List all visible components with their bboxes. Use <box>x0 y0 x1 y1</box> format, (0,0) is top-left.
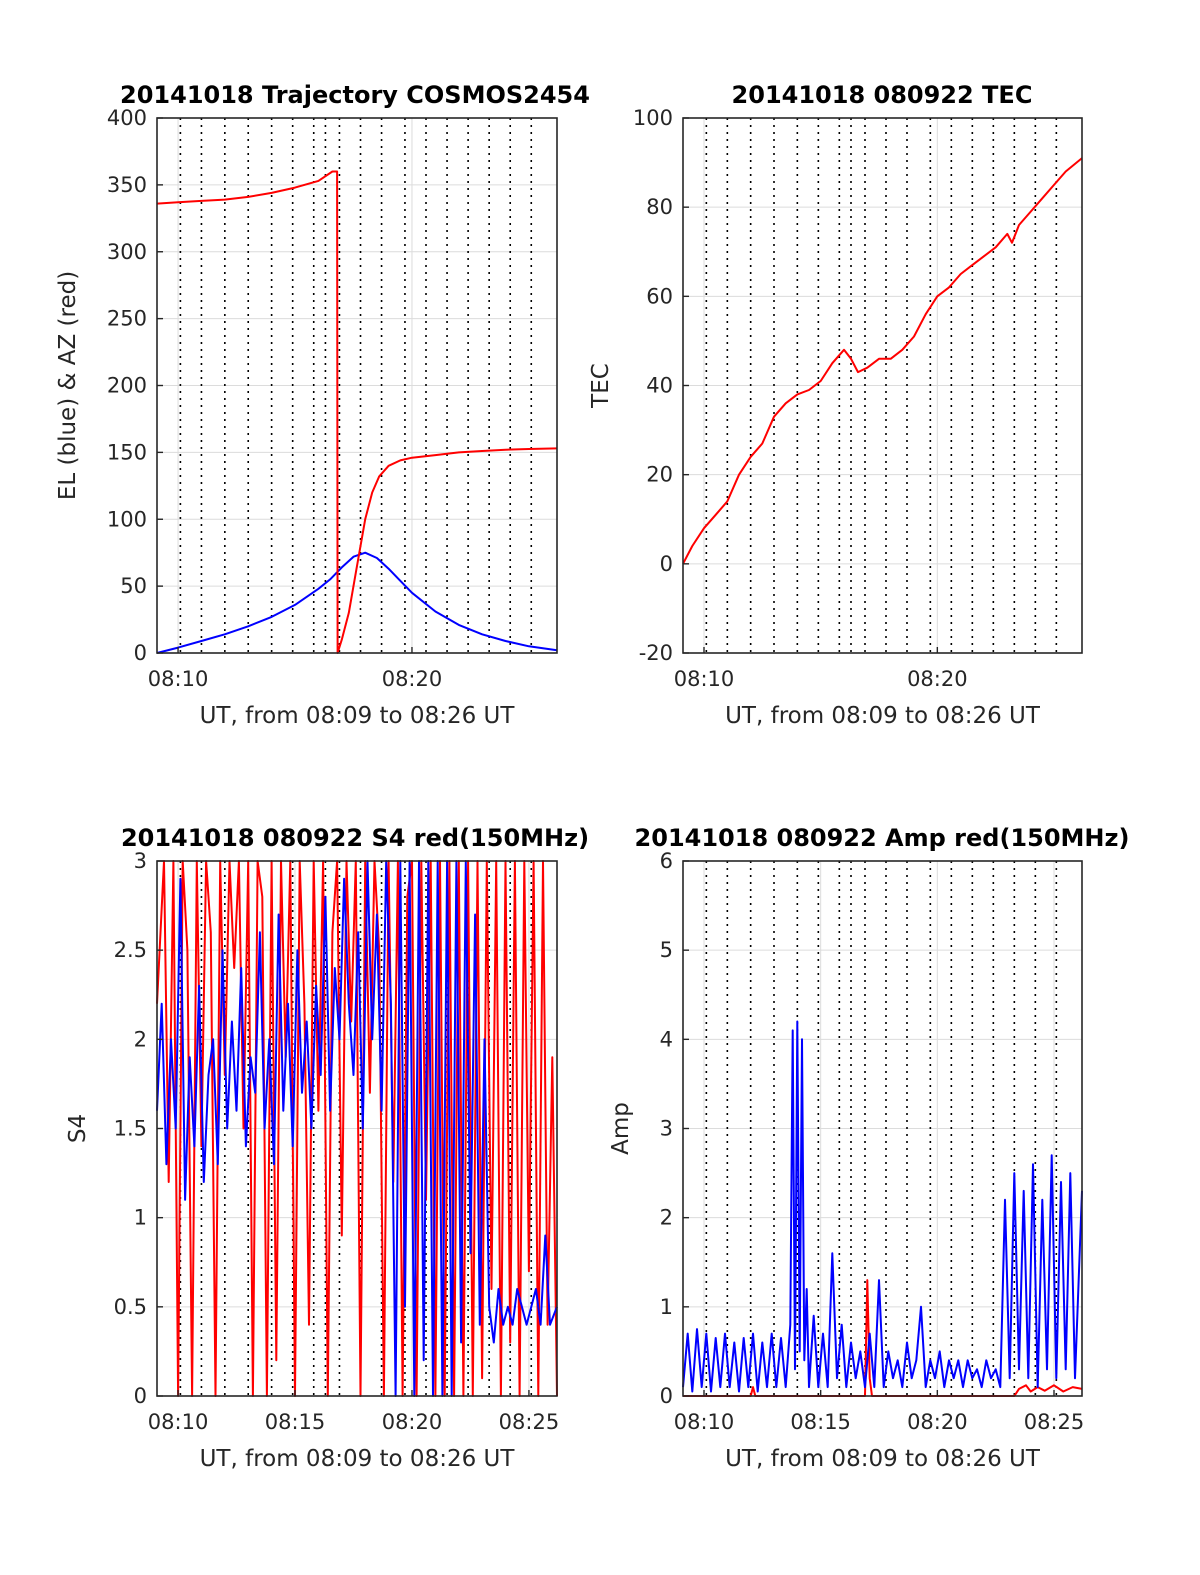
amp-ytick-label-2: 2 <box>660 1206 673 1230</box>
tec-ylabel: TEC <box>588 363 614 409</box>
amp-ytick-label-3: 3 <box>660 1117 673 1141</box>
s4-ytick-label-1: 0.5 <box>114 1295 147 1319</box>
s4-ytick-label-6: 3 <box>134 849 147 873</box>
amp-xtick-label-0: 08:10 <box>674 1410 735 1434</box>
amp-panel: 0 1 2 3 4 5 6 08:10 08:15 08:20 08:25 20141018 0809… <box>608 824 1129 1472</box>
amp-ytick-label-4: 4 <box>660 1027 673 1051</box>
traj-ytick-label-2: 100 <box>107 507 147 531</box>
amp-xtick-label-1: 08:15 <box>790 1410 851 1434</box>
amp-ytick-label-6: 6 <box>660 849 673 873</box>
traj-ytick-label-6: 300 <box>107 240 147 264</box>
traj-series-az <box>156 170 558 654</box>
amp-ytick-label-0: 0 <box>660 1384 673 1408</box>
traj-panel: 0 50 100 150 200 250 300 350 400 08:10 08:20 201410… <box>55 81 590 729</box>
amp-ylabel: Amp <box>608 1102 634 1155</box>
tec-xlabel: UT, from 08:09 to 08:26 UT <box>725 703 1041 729</box>
traj-xlabel: UT, from 08:09 to 08:26 UT <box>200 703 516 729</box>
amp-title: 20141018 080922 Amp red(150MHz) <box>635 824 1130 852</box>
tec-ytick-label-6: 100 <box>633 106 673 130</box>
tec-title: 20141018 080922 TEC <box>732 81 1033 109</box>
tec-xtick-label-0: 08:10 <box>674 667 735 691</box>
amp-xtick-label-3: 08:25 <box>1024 1410 1085 1434</box>
amp-ytick-label-1: 1 <box>660 1295 673 1319</box>
amp-series-blue <box>682 1020 1083 1393</box>
s4-xtick-label-1: 08:15 <box>265 1410 326 1434</box>
traj-title: 20141018 Trajectory COSMOS2454 <box>120 81 590 109</box>
s4-ylabel: S4 <box>65 1114 91 1143</box>
tec-series-tec <box>682 157 1083 565</box>
traj-ytick-label-0: 0 <box>134 641 147 665</box>
traj-xtick-label-0: 08:10 <box>148 667 209 691</box>
amp-xlabel: UT, from 08:09 to 08:26 UT <box>725 1446 1041 1472</box>
traj-ylabel: EL (blue) & AZ (red) <box>55 271 81 500</box>
traj-ytick-label-4: 200 <box>107 374 147 398</box>
s4-ytick-label-0: 0 <box>134 1384 147 1408</box>
s4-ytick-label-2: 1 <box>134 1206 147 1230</box>
s4-xtick-label-0: 08:10 <box>148 1410 209 1434</box>
s4-xtick-label-3: 08:25 <box>499 1410 560 1434</box>
s4-ytick-label-5: 2.5 <box>114 938 147 962</box>
s4-xlabel: UT, from 08:09 to 08:26 UT <box>200 1446 516 1472</box>
s4-xtick-label-2: 08:20 <box>382 1410 443 1434</box>
tec-ytick-label-2: 20 <box>646 463 673 487</box>
tec-xtick-label-1: 08:20 <box>907 667 968 691</box>
traj-ytick-label-1: 50 <box>120 574 147 598</box>
s4-series-blue <box>156 860 558 1397</box>
amp-xtick-label-2: 08:20 <box>907 1410 968 1434</box>
s4-title: 20141018 080922 S4 red(150MHz) <box>121 824 589 852</box>
tec-panel: -20 0 20 40 60 80 100 08:10 08:20 20141018 080922… <box>588 81 1083 729</box>
traj-xtick-label-1: 08:20 <box>382 667 443 691</box>
tec-ytick-label-4: 60 <box>646 284 673 308</box>
s4-ytick-label-3: 1.5 <box>114 1117 147 1141</box>
tec-ytick-label-1: 0 <box>660 552 673 576</box>
amp-ytick-label-5: 5 <box>660 938 673 962</box>
s4-panel: 0 0.5 1 1.5 2 2.5 3 08:10 08:15 08:20 08:25 2014101… <box>65 824 589 1472</box>
amp-series-red <box>683 1279 1083 1397</box>
traj-ytick-label-3: 150 <box>107 440 147 464</box>
traj-ytick-label-5: 250 <box>107 307 147 331</box>
tec-ytick-label-3: 40 <box>646 374 673 398</box>
tec-ytick-label-0: -20 <box>639 641 673 665</box>
traj-ytick-label-8: 400 <box>107 106 147 130</box>
traj-ytick-label-7: 350 <box>107 173 147 197</box>
tec-ytick-label-5: 80 <box>646 195 673 219</box>
s4-ytick-label-4: 2 <box>134 1027 147 1051</box>
